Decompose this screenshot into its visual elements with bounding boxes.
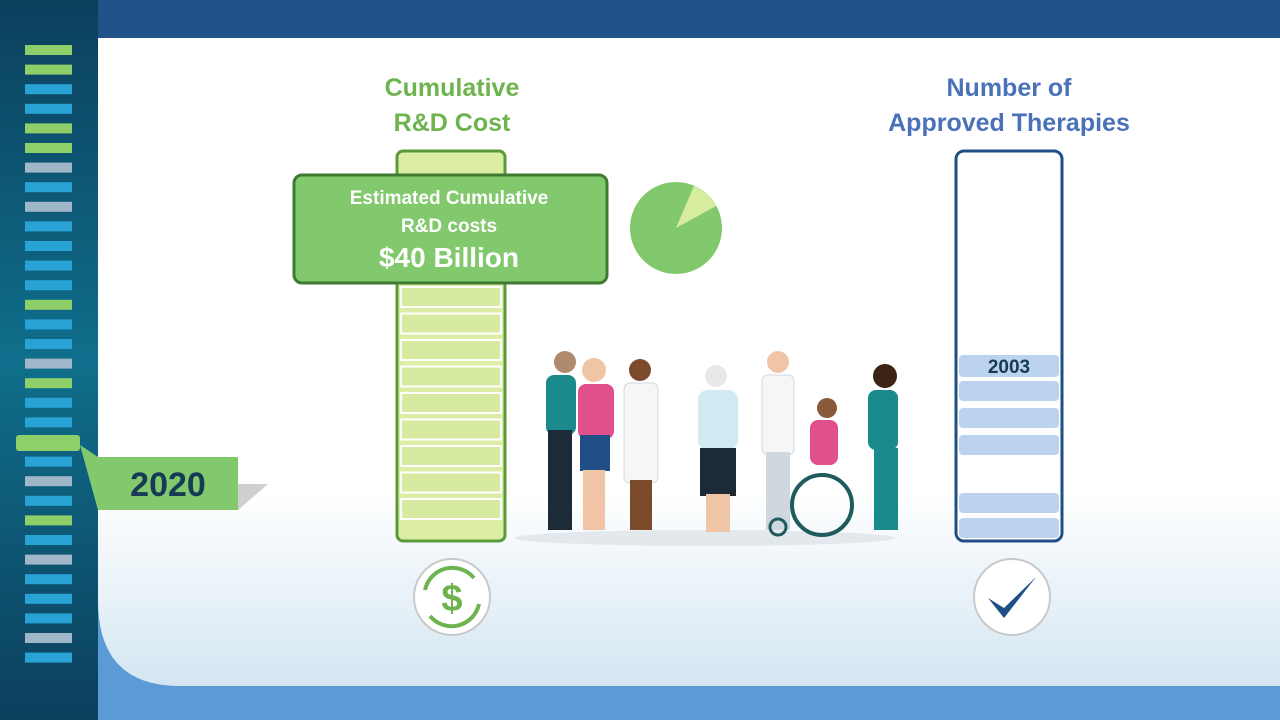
timeline-stripe [25, 593, 72, 604]
left-title: R&D Cost [394, 109, 511, 137]
cost-band [400, 312, 502, 335]
timeline-stripe [25, 299, 72, 310]
timeline-stripe [25, 476, 72, 487]
timeline-stripe [25, 515, 72, 526]
cost-band [400, 471, 502, 494]
therapy-tube [954, 149, 1064, 543]
timeline-stripe [25, 417, 72, 428]
check-icon [973, 558, 1051, 636]
timeline-stripe [25, 633, 72, 643]
therapy-year: 2003 [988, 357, 1030, 378]
cost-band [400, 445, 502, 467]
year-tag [80, 445, 238, 510]
left-title: Cumulative [385, 74, 520, 102]
timeline-stripe [25, 554, 72, 565]
callout-line: Estimated Cumulative [350, 188, 549, 209]
timeline-stripe [25, 103, 72, 114]
check-mark [988, 577, 1036, 618]
cost-band [400, 286, 502, 308]
timeline-stripe [25, 182, 72, 193]
timeline-stripe [25, 319, 72, 330]
cost-band [400, 498, 502, 520]
timeline-stripe [25, 358, 72, 369]
timeline-stripe [25, 339, 72, 349]
timeline-stripe [25, 652, 72, 663]
timeline-stripe [25, 378, 72, 389]
callout-amount: $40 Billion [379, 242, 519, 273]
timeline-stripe [25, 535, 72, 545]
timeline-stripes [16, 45, 80, 663]
dollar-icon-arrows [423, 565, 481, 629]
timeline-stripe [25, 574, 72, 585]
timeline-stripe [25, 45, 72, 55]
timeline-stripe [25, 123, 72, 134]
dollar-icon-sign: $ [441, 578, 462, 620]
callout-box [292, 173, 609, 285]
timeline-stripe [25, 221, 72, 232]
timeline-current [16, 435, 80, 451]
top-bar [0, 0, 1280, 38]
timeline-stripe [25, 201, 72, 212]
timeline-stripe [25, 456, 72, 467]
timeline-stripe [25, 84, 72, 95]
timeline-stripe [25, 241, 72, 251]
timeline-stripe [25, 397, 72, 408]
year-label: 2020 [130, 466, 206, 504]
cost-band [400, 365, 502, 388]
callout-line: R&D costs [401, 216, 497, 237]
therapy-bands [959, 355, 1059, 538]
right-title: Number of [947, 74, 1073, 102]
year-tag-shadow [238, 484, 268, 510]
timeline-stripe [25, 162, 72, 173]
cost-band [400, 392, 502, 414]
people-illustration [546, 351, 898, 537]
right-title: Approved Therapies [888, 109, 1130, 137]
pie-slice [676, 186, 716, 228]
timeline-stripe [25, 495, 72, 506]
cost-bands [400, 286, 502, 520]
timeline-stripe [25, 143, 72, 153]
timeline-stripe [25, 260, 72, 271]
cost-band [400, 418, 502, 441]
ground-shadow [515, 530, 895, 546]
cost-band [400, 339, 502, 361]
timeline-stripe [25, 280, 72, 291]
timeline-stripe [25, 613, 72, 624]
timeline-stripe [25, 64, 72, 75]
